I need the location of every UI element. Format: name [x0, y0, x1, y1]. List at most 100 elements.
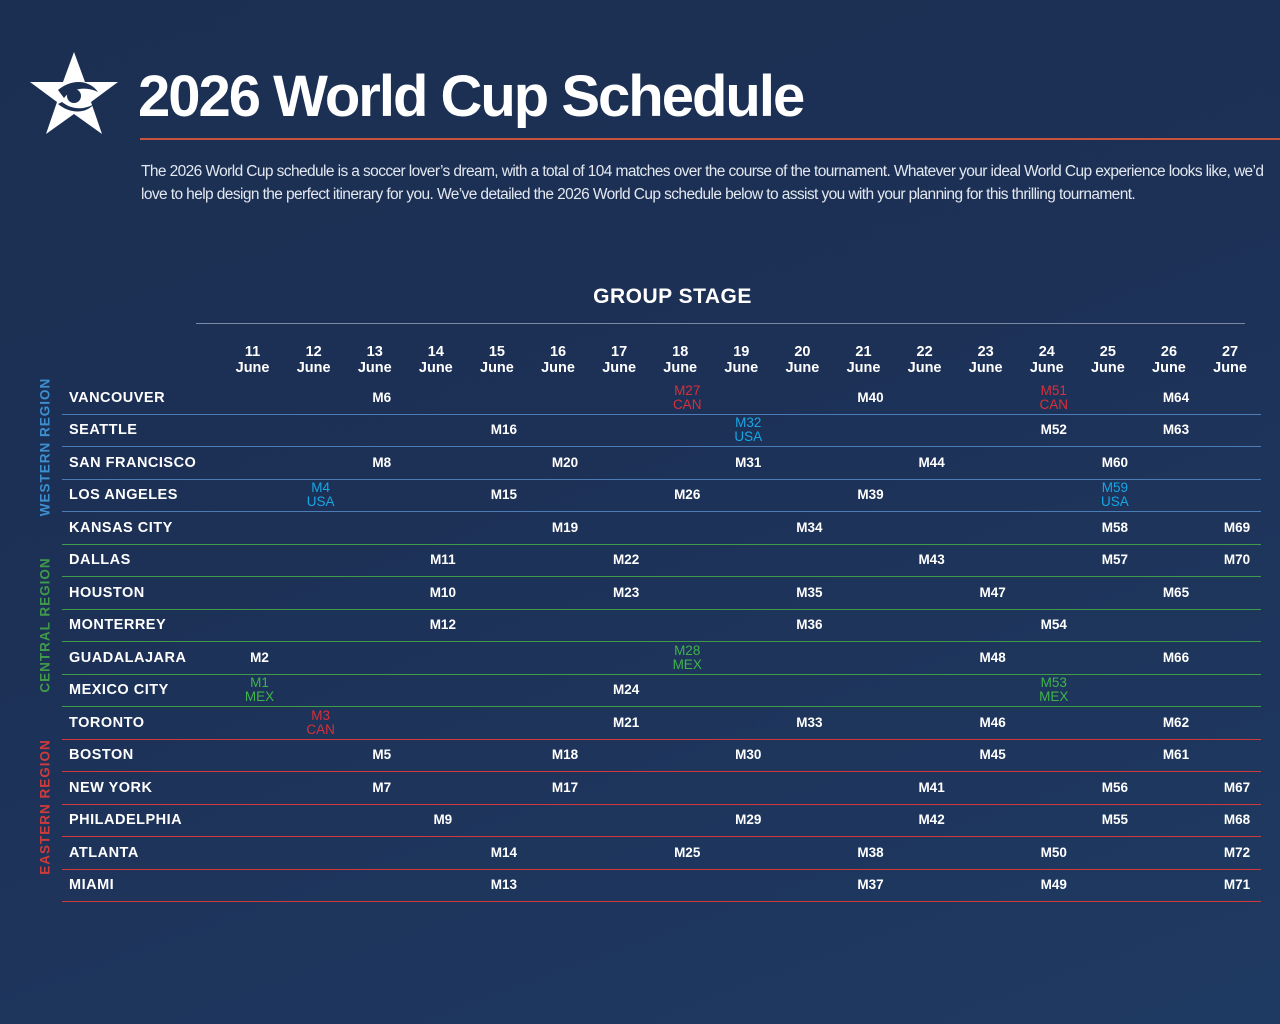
match-cells: M1 MEX M24 M53 MEX: [229, 675, 1268, 707]
host-country-label: CAN: [306, 721, 335, 737]
date-day: 22: [916, 344, 933, 360]
match-cell: [596, 382, 657, 414]
match-cells: M6 M27 CAN M40 M51 CAN M64: [229, 382, 1268, 414]
match-cell: [412, 740, 473, 772]
date-column-header: 16 June: [527, 344, 588, 384]
match-cell: [779, 837, 840, 869]
match-cell: [840, 675, 901, 707]
match-id: M37: [857, 877, 884, 893]
match-id: M60: [1101, 454, 1128, 470]
match-cell: [229, 480, 290, 512]
table-row: VANCOUVER M6 M27 CAN M40 M51 CAN M64: [62, 382, 1261, 415]
match-cell: [901, 740, 962, 772]
match-cell: [1084, 415, 1145, 447]
match-cell: [901, 577, 962, 609]
match-cell: [840, 772, 901, 804]
table-row: TORONTO M3 CAN M21 M33 M46 M62: [62, 707, 1261, 740]
match-cell: [962, 837, 1023, 869]
match-cell: [1023, 772, 1084, 804]
date-day: 15: [488, 344, 505, 360]
match-cell: [351, 577, 412, 609]
match-cell: [473, 577, 534, 609]
match-id: M32: [735, 415, 762, 431]
match-cell: [779, 545, 840, 577]
match-cell: [534, 610, 595, 642]
match-cell: [779, 675, 840, 707]
match-cell: [290, 805, 351, 837]
page-title: 2026 World Cup Schedule: [138, 64, 805, 129]
date-day: 24: [1038, 344, 1055, 360]
table-row: BOSTON M5 M18 M30 M45 M61: [62, 740, 1261, 772]
date-column-header: 12 June: [283, 344, 344, 384]
match-cell: [1084, 870, 1145, 902]
match-cell: [351, 675, 412, 707]
match-cell: [229, 415, 290, 447]
match-cells: M10 M23 M35 M47 M65: [229, 577, 1268, 609]
match-cell: [290, 545, 351, 577]
match-cell: [351, 610, 412, 642]
match-cell: M51 CAN: [1023, 382, 1084, 414]
host-country-label: CAN: [1039, 396, 1069, 412]
match-id: M66: [1162, 649, 1190, 665]
match-id: M67: [1223, 779, 1251, 795]
city-name: PHILADELPHIA: [69, 812, 183, 829]
match-cells: M12 M36 M54: [229, 610, 1268, 642]
match-id: M3: [311, 707, 331, 723]
match-cell: [1145, 870, 1206, 902]
match-cell: [473, 382, 534, 414]
match-id: M28: [674, 642, 701, 658]
match-cell: [718, 642, 779, 674]
table-row: NEW YORK M7 M17 M41 M56 M67: [62, 772, 1261, 805]
table-row: DALLAS M11 M22 M43 M57 M70: [62, 545, 1261, 577]
match-cell: [351, 837, 412, 869]
city-name: BOSTON: [69, 747, 134, 764]
match-cell: [1023, 545, 1084, 577]
match-cell: [290, 772, 351, 804]
match-cell: [596, 805, 657, 837]
match-cell: [534, 382, 595, 414]
date-month: June: [296, 360, 331, 376]
match-id: M8: [372, 454, 392, 470]
match-cell: [1207, 675, 1268, 707]
date-column-header: 24 June: [1016, 344, 1077, 384]
match-cells: M11 M22 M43 M57 M70: [229, 545, 1268, 577]
match-cells: M7 M17 M41 M56 M67: [229, 772, 1268, 804]
match-cell: [657, 577, 718, 609]
match-cell: [596, 610, 657, 642]
match-cell: [1145, 480, 1206, 512]
date-day: 25: [1099, 344, 1116, 360]
match-cell: [657, 415, 718, 447]
match-cell: [901, 642, 962, 674]
match-cell: [351, 642, 412, 674]
match-id: M40: [857, 389, 884, 405]
date-column-header: 22 June: [894, 344, 955, 384]
match-cell: [901, 837, 962, 869]
match-cell: [779, 480, 840, 512]
match-cell: [1145, 610, 1206, 642]
match-cell: [1207, 382, 1268, 414]
host-country-label: CAN: [672, 396, 702, 412]
match-id: M16: [490, 422, 518, 438]
match-cell: [901, 707, 962, 739]
match-id: M30: [735, 747, 762, 763]
date-month: June: [357, 360, 392, 376]
date-month: June: [785, 360, 820, 376]
table-row: MIAMI M13 M37 M49 M71: [62, 870, 1261, 902]
match-id: M56: [1101, 779, 1128, 795]
match-cell: [962, 610, 1023, 642]
match-cell: [962, 870, 1023, 902]
match-id: M62: [1162, 714, 1190, 730]
match-cell: [290, 577, 351, 609]
match-cell: [657, 870, 718, 902]
match-cell: [840, 512, 901, 544]
match-cell: [473, 642, 534, 674]
match-id: M34: [796, 519, 823, 535]
date-day: 21: [855, 344, 872, 360]
match-cell: [229, 707, 290, 739]
match-id: M13: [490, 877, 518, 893]
match-cell: [290, 382, 351, 414]
match-id: M24: [612, 682, 640, 698]
match-cell: [473, 545, 534, 577]
match-cell: [412, 707, 473, 739]
match-id: M1: [250, 675, 269, 691]
